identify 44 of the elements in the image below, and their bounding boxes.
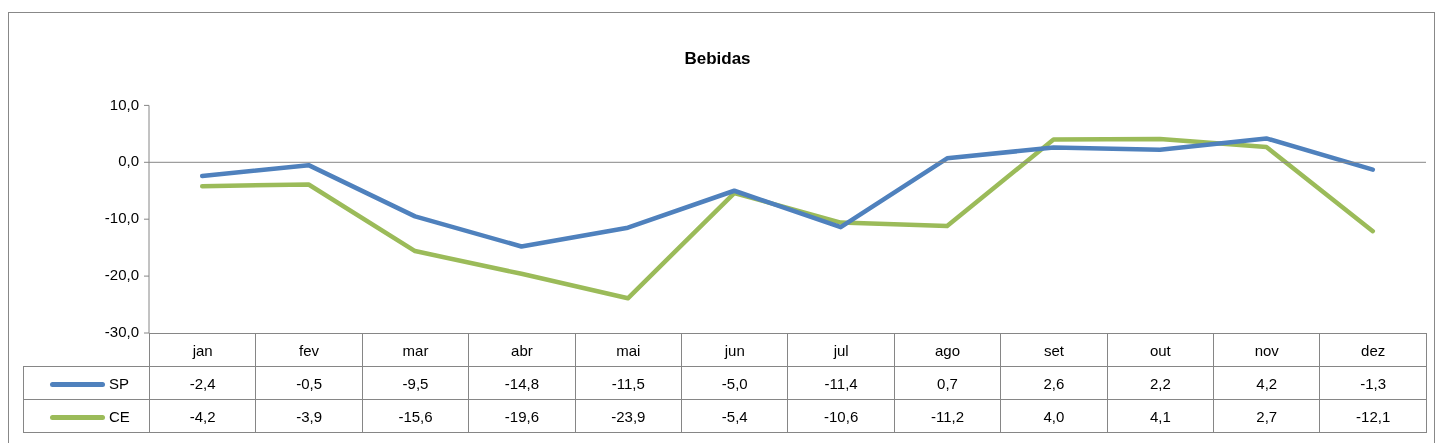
- x-tick-label: jan: [149, 333, 256, 367]
- data-label: -4,2: [149, 399, 256, 433]
- x-tick-label: fev: [255, 333, 363, 367]
- data-label: -5,0: [681, 366, 788, 400]
- data-label: 4,1: [1107, 399, 1214, 433]
- y-tick-label: -20,0: [104, 266, 139, 284]
- data-label: -3,9: [255, 399, 363, 433]
- x-tick-label: set: [1000, 333, 1108, 367]
- data-label: -9,5: [362, 366, 469, 400]
- data-label: 2,7: [1213, 399, 1320, 433]
- data-label: -5,4: [681, 399, 788, 433]
- data-label: 4,2: [1213, 366, 1320, 400]
- y-tick-label: 10,0: [109, 95, 139, 113]
- data-label: 0,7: [894, 366, 1001, 400]
- legend-label: CE: [23, 399, 150, 433]
- data-label: -11,2: [894, 399, 1001, 433]
- data-label: -23,9: [575, 399, 682, 433]
- x-tick-label: dez: [1319, 333, 1427, 367]
- data-label: 4,0: [1000, 399, 1108, 433]
- data-label: -19,6: [468, 399, 576, 433]
- x-tick-label: out: [1107, 333, 1214, 367]
- data-label: -11,5: [575, 366, 682, 400]
- data-label: 2,2: [1107, 366, 1214, 400]
- x-tick-label: nov: [1213, 333, 1320, 367]
- data-label: 2,6: [1000, 366, 1108, 400]
- data-label: -2,4: [149, 366, 256, 400]
- data-label: -14,8: [468, 366, 576, 400]
- x-tick-label: abr: [468, 333, 576, 367]
- y-tick-label: 0,0: [118, 152, 139, 170]
- legend-label: SP: [23, 366, 150, 400]
- y-tick-label: -30,0: [104, 323, 139, 341]
- data-label: -11,4: [787, 366, 895, 400]
- y-tick-label: -10,0: [104, 209, 139, 227]
- x-tick-label: jun: [681, 333, 788, 367]
- data-label: -1,3: [1319, 366, 1427, 400]
- data-label: -0,5: [255, 366, 363, 400]
- data-label: -15,6: [362, 399, 469, 433]
- chart-title: Bebidas: [684, 48, 751, 68]
- data-label: -12,1: [1319, 399, 1427, 433]
- x-tick-label: mai: [575, 333, 682, 367]
- x-tick-label: jul: [787, 333, 895, 367]
- x-tick-label: mar: [362, 333, 469, 367]
- x-tick-label: ago: [894, 333, 1001, 367]
- data-label: -10,6: [787, 399, 895, 433]
